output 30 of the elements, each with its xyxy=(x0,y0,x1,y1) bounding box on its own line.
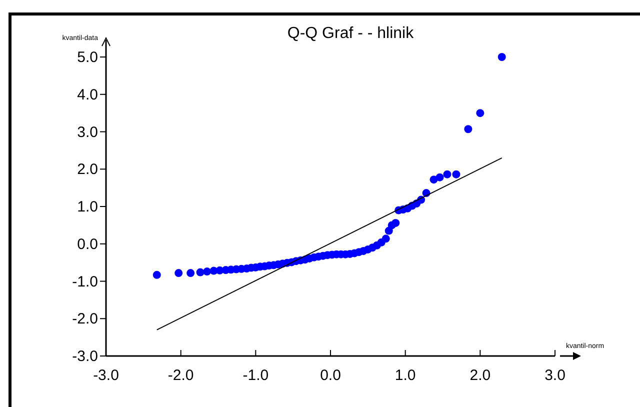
point xyxy=(498,53,506,61)
point xyxy=(196,268,204,276)
point xyxy=(203,268,212,276)
x-tick-label: -2.0 xyxy=(168,367,194,384)
y-tick-label: 1.0 xyxy=(77,198,98,216)
point xyxy=(443,170,452,178)
x-tick-label: -1.0 xyxy=(242,367,269,384)
y-tick-label: 3.0 xyxy=(77,124,98,141)
point xyxy=(186,269,195,278)
point xyxy=(174,269,183,278)
x-tick-label: 0.0 xyxy=(320,367,341,384)
x-tick-label: 1.0 xyxy=(394,367,416,384)
point xyxy=(436,173,444,182)
x-tick-label: 2.0 xyxy=(470,367,491,384)
y-tick-label: -1.0 xyxy=(72,273,98,290)
y-tick-label: 5.0 xyxy=(77,49,98,66)
x-tick-label: -3.0 xyxy=(93,367,119,384)
point xyxy=(152,270,161,279)
y-tick-label: -2.0 xyxy=(72,310,98,328)
point xyxy=(392,218,400,227)
y-tick-label: 0.0 xyxy=(77,236,98,253)
chart-title: Q-Q Graf - - hlinik xyxy=(287,25,415,42)
point xyxy=(464,125,472,134)
x-tick-label: 3.0 xyxy=(544,367,566,384)
y-tick-label: 4.0 xyxy=(77,86,98,104)
point xyxy=(382,234,390,243)
y-tick-label: -3.0 xyxy=(72,348,98,365)
point xyxy=(476,109,484,118)
point xyxy=(452,170,460,178)
y-tick-label: 2.0 xyxy=(77,161,98,178)
